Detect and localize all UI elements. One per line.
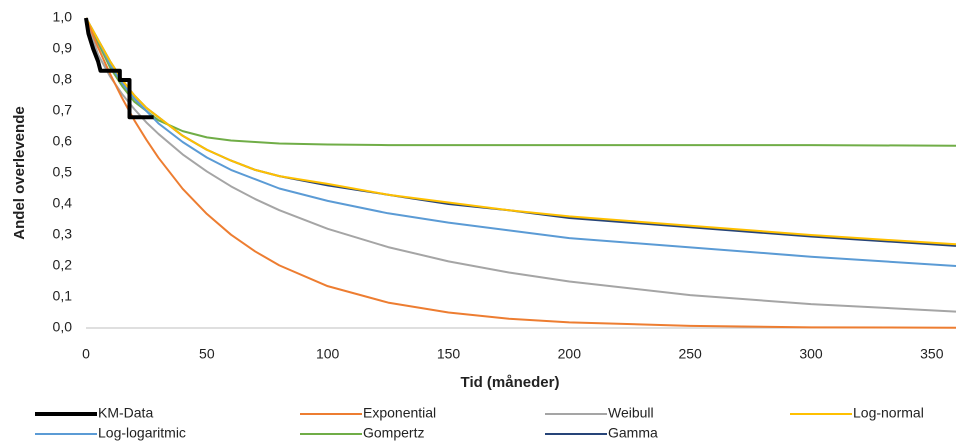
y-tick-label: 0,5	[53, 164, 73, 180]
y-axis-title: Andel overlevende	[11, 106, 28, 239]
x-tick-label: 350	[920, 346, 944, 362]
x-tick-label: 100	[316, 346, 340, 362]
series-line	[85, 17, 957, 329]
y-tick-label: 0,7	[53, 102, 73, 118]
legend-label: Log-logaritmic	[98, 425, 186, 441]
x-tick-label: 300	[799, 346, 823, 362]
legend-label: Gamma	[608, 425, 658, 441]
x-tick-label: 150	[437, 346, 461, 362]
y-tick-label: 0,0	[53, 319, 73, 335]
x-axis-title: Tid (måneder)	[461, 374, 560, 391]
y-tick-label: 0,9	[53, 40, 73, 56]
legend-label: Exponential	[363, 405, 436, 421]
y-tick-label: 0,3	[53, 226, 73, 242]
series-line	[85, 17, 957, 147]
y-tick-label: 1,0	[53, 9, 73, 25]
y-tick-label: 0,1	[53, 288, 73, 304]
series-line	[85, 17, 957, 267]
series-line	[85, 17, 957, 313]
legend-label: KM-Data	[98, 405, 153, 421]
legend-label: Gompertz	[363, 425, 424, 441]
legend-label: Log-normal	[853, 405, 924, 421]
series-line	[85, 17, 957, 246]
y-tick-label: 0,2	[53, 257, 73, 273]
series-line	[84, 17, 154, 120]
x-tick-label: 0	[82, 346, 90, 362]
x-tick-label: 200	[558, 346, 582, 362]
y-tick-label: 0,8	[53, 71, 73, 87]
x-tick-label: 250	[678, 346, 702, 362]
y-tick-label: 0,6	[53, 133, 73, 149]
x-tick-label: 50	[199, 346, 215, 362]
legend-label: Weibull	[608, 405, 654, 421]
y-tick-label: 0,4	[53, 195, 73, 211]
